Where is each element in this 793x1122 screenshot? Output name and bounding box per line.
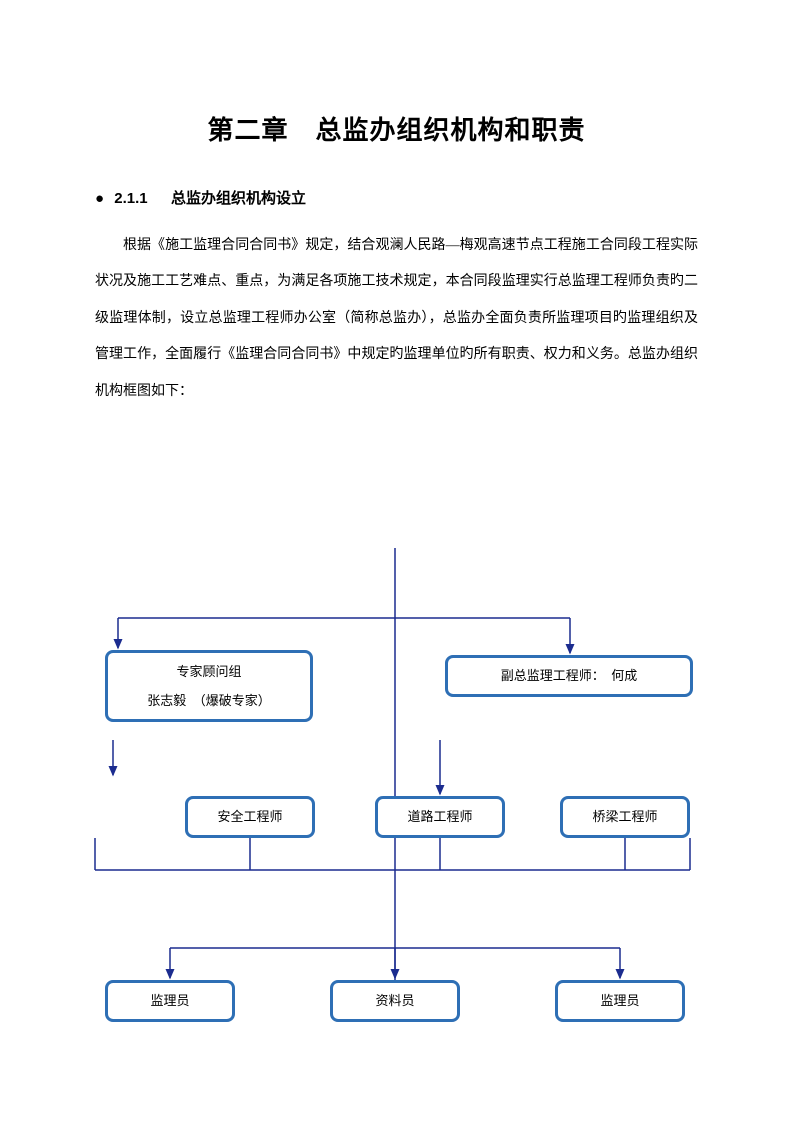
node-deputy: 副总监理工程师： 何成 (445, 655, 693, 697)
node-label: 专家顾问组 (176, 660, 241, 683)
node-label: 桥梁工程师 (592, 805, 657, 828)
node-clerk: 资料员 (330, 980, 460, 1022)
node-safety: 安全工程师 (185, 796, 315, 838)
node-supervisor2: 监理员 (555, 980, 685, 1022)
section-title: 总监办组织机构设立 (171, 190, 306, 207)
body-paragraph: 根据《施工监理合同合同书》规定，结合观澜人民路—梅观高速节点工程施工合同段工程实… (95, 228, 698, 410)
node-expert_group: 专家顾问组张志毅 （爆破专家） (105, 650, 313, 722)
node-label: 安全工程师 (217, 805, 282, 828)
node-label: 监理员 (600, 989, 639, 1012)
node-label: 道路工程师 (407, 805, 472, 828)
chapter-title: 第二章 总监办组织机构和职责 (95, 110, 698, 147)
node-label: 副总监理工程师： 何成 (501, 664, 638, 687)
section-number: 2.1.1 (114, 190, 147, 207)
section-heading: ● 2.1.1 总监办组织机构设立 (95, 187, 698, 208)
node-supervisor1: 监理员 (105, 980, 235, 1022)
node-sublabel: 张志毅 （爆破专家） (147, 689, 271, 712)
node-bridge: 桥梁工程师 (560, 796, 690, 838)
node-road: 道路工程师 (375, 796, 505, 838)
node-label: 监理员 (150, 989, 189, 1012)
node-label: 资料员 (375, 989, 414, 1012)
bullet-icon: ● (95, 190, 104, 207)
